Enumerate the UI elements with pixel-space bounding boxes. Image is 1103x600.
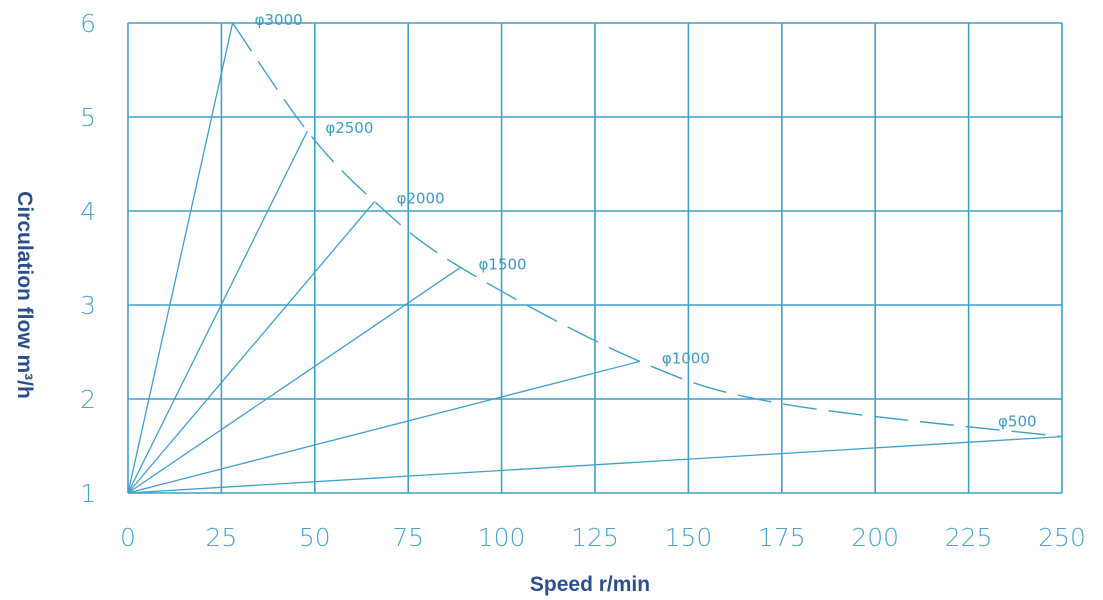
x-tick-label-25: 25: [205, 523, 237, 552]
x-tick-label-225: 225: [945, 523, 993, 552]
series-label-φ2500: φ2500: [325, 119, 373, 137]
series-label-φ500: φ500: [998, 413, 1037, 431]
series-label-φ1500: φ1500: [479, 255, 527, 273]
envelope-dashed-curve: [232, 22, 1063, 438]
x-tick-label-150: 150: [665, 523, 713, 552]
series-label-φ2000: φ2000: [397, 190, 445, 208]
series-line-φ1000: [127, 360, 640, 494]
x-tick-label-100: 100: [478, 523, 526, 552]
x-tick-label-50: 50: [299, 523, 331, 552]
x-tick-label-200: 200: [851, 523, 899, 552]
series-line-φ2500: [127, 130, 308, 494]
series-line-φ1500: [127, 266, 461, 494]
y-tick-label-1: 1: [80, 479, 96, 508]
series-line-φ2000: [127, 201, 376, 494]
x-tick-label-250: 250: [1038, 523, 1086, 552]
grid: [127, 22, 1063, 494]
x-tick-label-125: 125: [571, 523, 619, 552]
series-line-φ500: [127, 435, 1063, 494]
x-tick-labels: 0 25 50 75 100 125 150 175 200 225 250: [120, 523, 1086, 552]
series-label-φ1000: φ1000: [662, 349, 710, 367]
series-label-φ3000: φ3000: [255, 11, 303, 29]
y-tick-label-6: 6: [80, 9, 96, 38]
y-tick-label-2: 2: [80, 385, 96, 414]
series-labels: φ3000 φ2500 φ2000 φ1500 φ1000 φ500: [255, 11, 1037, 431]
x-tick-label-0: 0: [120, 523, 136, 552]
series-lines: [127, 22, 1063, 494]
series-line-φ3000: [127, 22, 234, 494]
x-tick-label-175: 175: [758, 523, 806, 552]
y-axis-title: Circulation flow m³/h: [13, 191, 36, 399]
y-tick-label-4: 4: [80, 197, 96, 226]
x-tick-label-75: 75: [392, 523, 424, 552]
x-axis-title: Speed r/min: [530, 573, 650, 596]
y-tick-labels: 1 2 3 4 5 6: [80, 9, 96, 508]
y-tick-label-3: 3: [80, 291, 96, 320]
y-tick-label-5: 5: [80, 103, 96, 132]
